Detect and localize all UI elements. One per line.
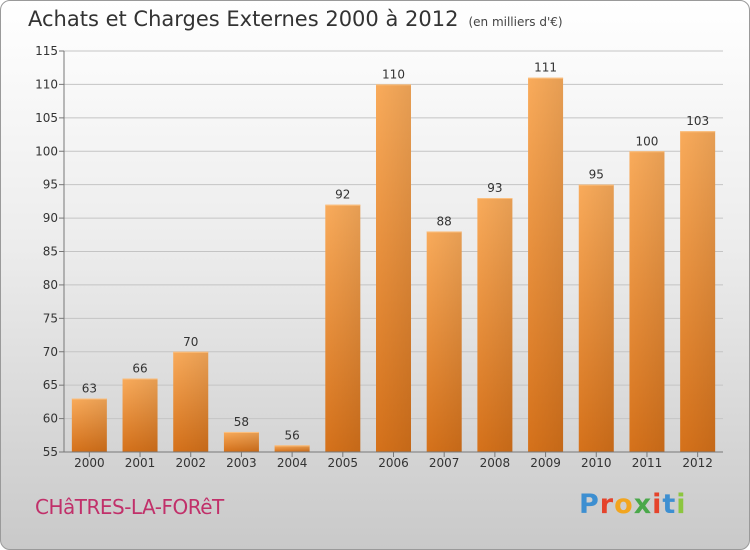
x-tick-label: 2006 <box>378 456 409 470</box>
proxiti-logo[interactable]: Proxiti <box>579 489 687 520</box>
axis-layer: 55 60 65 70 75 80 85 90 95 100 105 110 115 2000 2001 20… <box>35 44 723 470</box>
y-tick-label: 75 <box>43 311 58 325</box>
bar-shade <box>426 231 462 452</box>
data-label: 111 <box>534 61 557 75</box>
bar-shade <box>71 398 107 452</box>
data-label: 88 <box>437 214 452 228</box>
data-label: 110 <box>382 67 405 81</box>
data-label: 56 <box>284 428 299 442</box>
x-tick-label: 2009 <box>530 456 561 470</box>
bar-shade <box>325 204 361 452</box>
data-label: 66 <box>132 361 147 375</box>
logo-letter: x <box>633 489 653 520</box>
data-label: 103 <box>686 114 709 128</box>
chart-unit: (en milliers d'€) <box>468 15 563 29</box>
data-label: 95 <box>589 168 604 182</box>
x-tick-label: 2012 <box>682 456 713 470</box>
x-tick-label: 2002 <box>175 456 206 470</box>
logo-letter: i <box>676 489 687 520</box>
y-tick-label: 65 <box>43 378 58 392</box>
x-tick-label: 2007 <box>429 456 460 470</box>
bars-layer: 63 66 70 58 56 92 110 88 93 111 95 100 103 <box>71 61 716 453</box>
y-tick-label: 55 <box>43 445 58 459</box>
data-label: 93 <box>487 181 502 195</box>
y-tick-label: 95 <box>43 178 58 192</box>
logo-letter: t <box>662 489 677 520</box>
logo-letter: r <box>599 489 615 520</box>
bar-shade <box>528 77 564 452</box>
y-tick-label: 60 <box>43 412 58 426</box>
bar-shade <box>578 184 614 452</box>
place-name: CHâTRES-LA-FORêT <box>35 495 224 519</box>
bar-shade <box>477 198 513 452</box>
data-label: 70 <box>183 335 198 349</box>
x-tick-label: 2011 <box>632 456 663 470</box>
data-label: 63 <box>82 382 97 396</box>
y-tick-label: 110 <box>35 77 58 91</box>
x-tick-label: 2008 <box>480 456 511 470</box>
chart-title: Achats et Charges Externes 2000 à 2012 (e… <box>28 7 563 31</box>
bar-shade <box>376 84 411 453</box>
x-tick-label: 2003 <box>226 456 257 470</box>
logo-letter: o <box>614 489 634 520</box>
x-tick-label: 2004 <box>277 456 308 470</box>
y-tick-label: 115 <box>35 44 58 58</box>
x-tick-label: 2005 <box>328 456 359 470</box>
y-tick-label: 70 <box>43 345 58 359</box>
data-label: 58 <box>234 415 249 429</box>
y-tick-label: 105 <box>35 111 58 125</box>
y-tick-label: 100 <box>35 144 58 158</box>
data-label: 100 <box>636 134 659 148</box>
data-label: 92 <box>335 188 350 202</box>
logo-letter: P <box>579 489 600 520</box>
y-tick-label: 80 <box>43 278 58 292</box>
bar-shade <box>122 378 158 452</box>
bar-shade <box>274 445 310 452</box>
y-tick-label: 90 <box>43 211 58 225</box>
x-tick-label: 2010 <box>581 456 612 470</box>
bar-shade <box>173 351 209 452</box>
y-tick-label: 85 <box>43 245 58 259</box>
bar-shade <box>629 151 665 452</box>
logo-letter: i <box>652 489 663 520</box>
chart-title-text: Achats et Charges Externes 2000 à 2012 <box>28 7 459 31</box>
x-tick-label: 2001 <box>125 456 156 470</box>
x-tick-label: 2000 <box>74 456 105 470</box>
bar-shade <box>680 131 716 452</box>
bar-shade <box>223 431 259 452</box>
